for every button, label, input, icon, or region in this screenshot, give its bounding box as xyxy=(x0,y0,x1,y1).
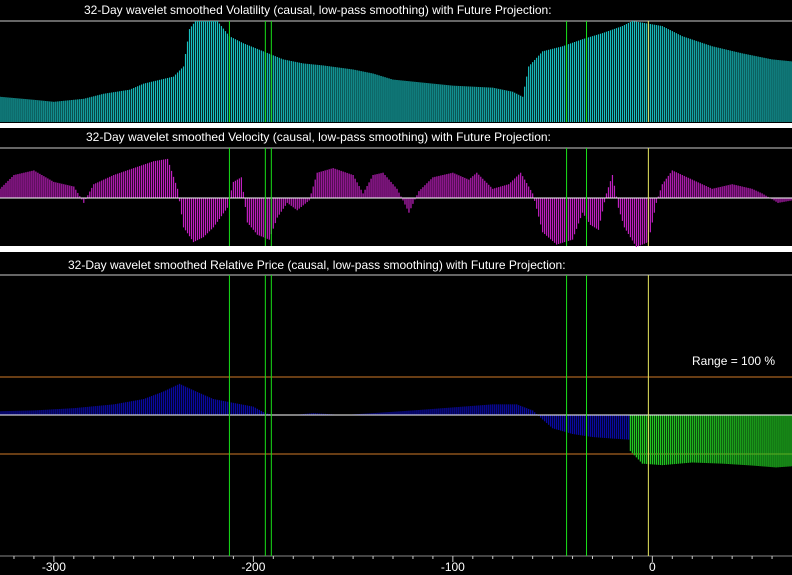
panel-separator xyxy=(0,123,792,128)
volatility-title: 32-Day wavelet smoothed Volatility (caus… xyxy=(84,3,552,17)
price-title: 32-Day wavelet smoothed Relative Price (… xyxy=(68,258,566,272)
panel-separator xyxy=(0,246,792,252)
x-tick-label: -200 xyxy=(241,560,265,574)
velocity-bars xyxy=(0,158,792,247)
time-markers xyxy=(228,21,649,556)
x-tick-label: 0 xyxy=(649,560,656,574)
velocity-panel: 32-Day wavelet smoothed Velocity (causal… xyxy=(0,130,792,247)
velocity-title: 32-Day wavelet smoothed Velocity (causal… xyxy=(86,130,551,144)
price-bars xyxy=(0,383,792,468)
range-label: Range = 100 % xyxy=(692,354,775,368)
x-tick-label: -300 xyxy=(42,560,66,574)
x-axis-ticks: -300 -200 -100 0 xyxy=(13,556,773,574)
price-panel: 32-Day wavelet smoothed Relative Price (… xyxy=(0,258,792,557)
x-tick-label: -100 xyxy=(441,560,465,574)
